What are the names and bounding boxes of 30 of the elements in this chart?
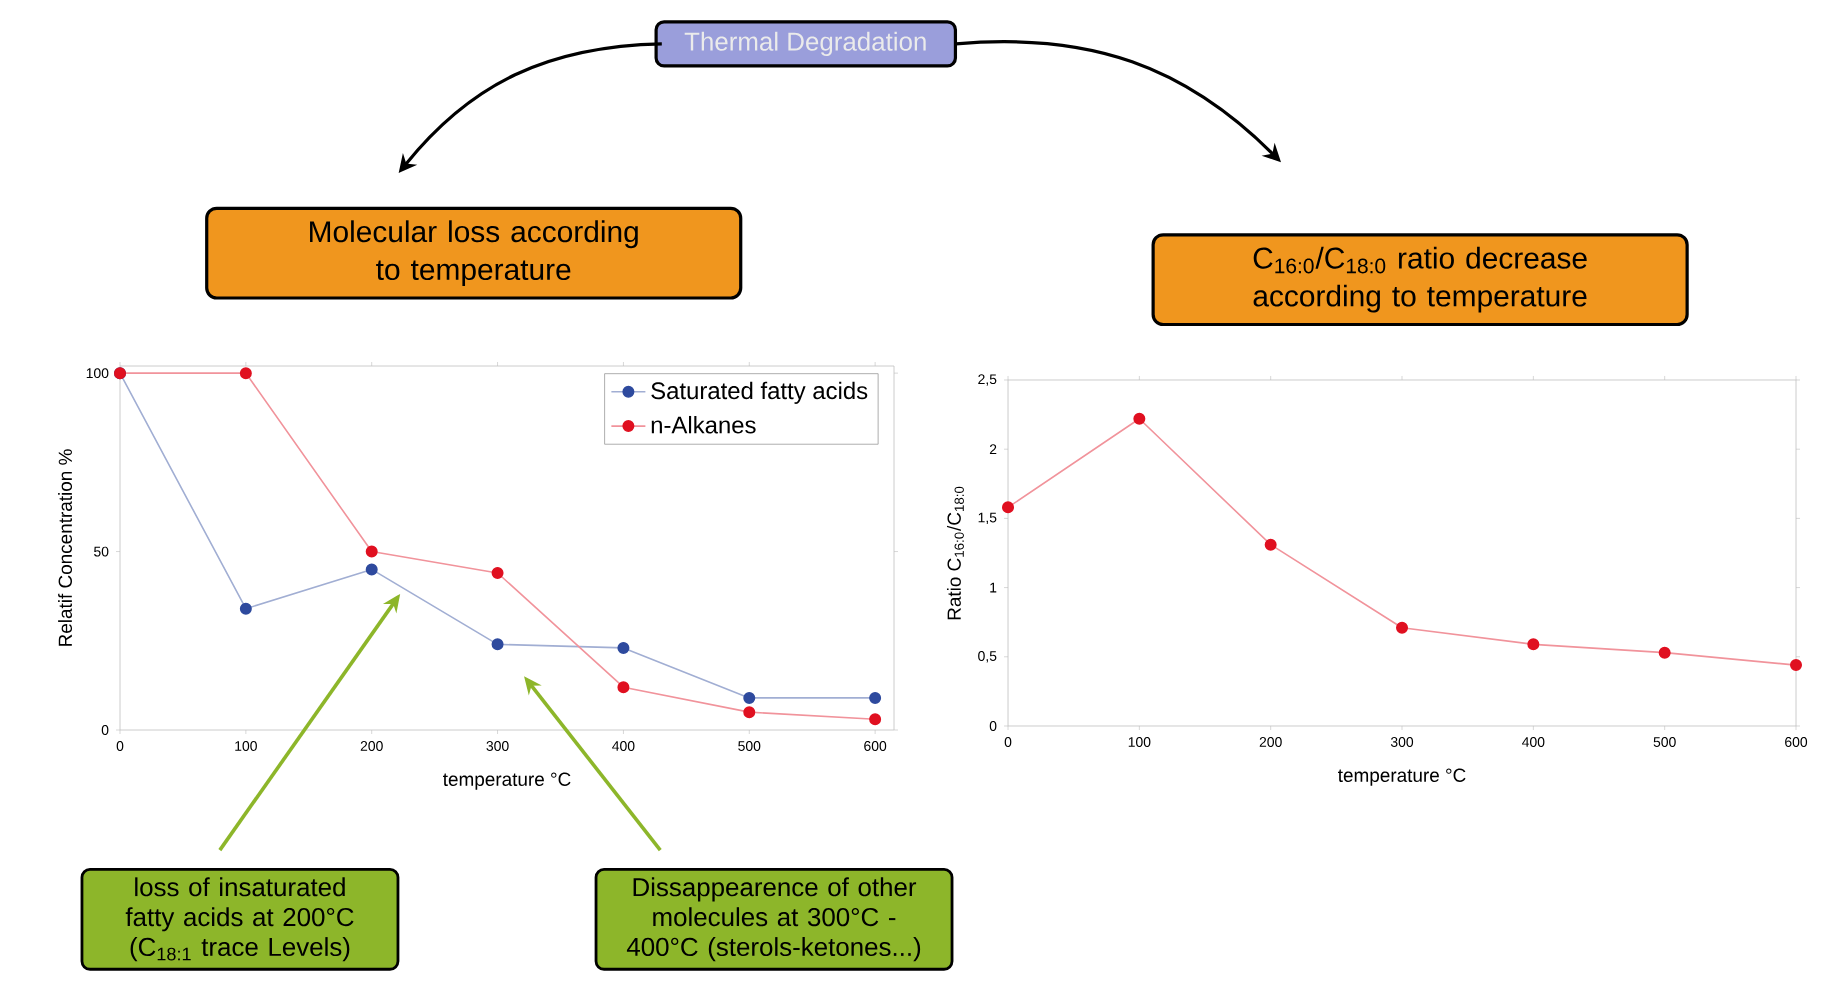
point [491, 638, 504, 651]
y-axis-title: Ratio C$_{16:0}$/C$_{18:0}$ [946, 486, 964, 620]
point [743, 706, 756, 719]
point [617, 641, 630, 654]
chart-title: C$_{16:0}$/C$_{18:0}$ ratio decrease according to temperature [1253, 246, 1587, 313]
x-axis-title: temperature °C [443, 772, 571, 790]
point [1527, 638, 1540, 651]
point [869, 713, 882, 726]
point [617, 681, 630, 694]
y-axis-title: Relatif Concentration % [58, 449, 73, 646]
point [239, 367, 252, 380]
point [1790, 659, 1803, 672]
point [365, 545, 378, 558]
x-axis-title: temperature °C [1338, 768, 1466, 786]
text: Dissappearence of other molecules at 300°C -400°C (sterols-ketones...) [626, 877, 921, 962]
point [365, 563, 378, 576]
chart-title: Molecular loss according to temperature [310, 220, 638, 286]
point [1133, 412, 1146, 425]
point [1396, 621, 1409, 634]
point [239, 602, 252, 615]
point [1002, 501, 1015, 514]
point [869, 691, 882, 704]
point [1264, 538, 1277, 551]
text: loss of insaturated fatty acids at 200°C (C$_{18:1}$ trace Levels) [125, 877, 354, 962]
legend-label: n-Alkanes [651, 415, 756, 434]
text: Thermal Degradation [684, 31, 926, 56]
point [1658, 646, 1671, 659]
legend-label: Saturated fatty acids [651, 381, 868, 404]
point [743, 691, 756, 704]
point [491, 566, 504, 579]
